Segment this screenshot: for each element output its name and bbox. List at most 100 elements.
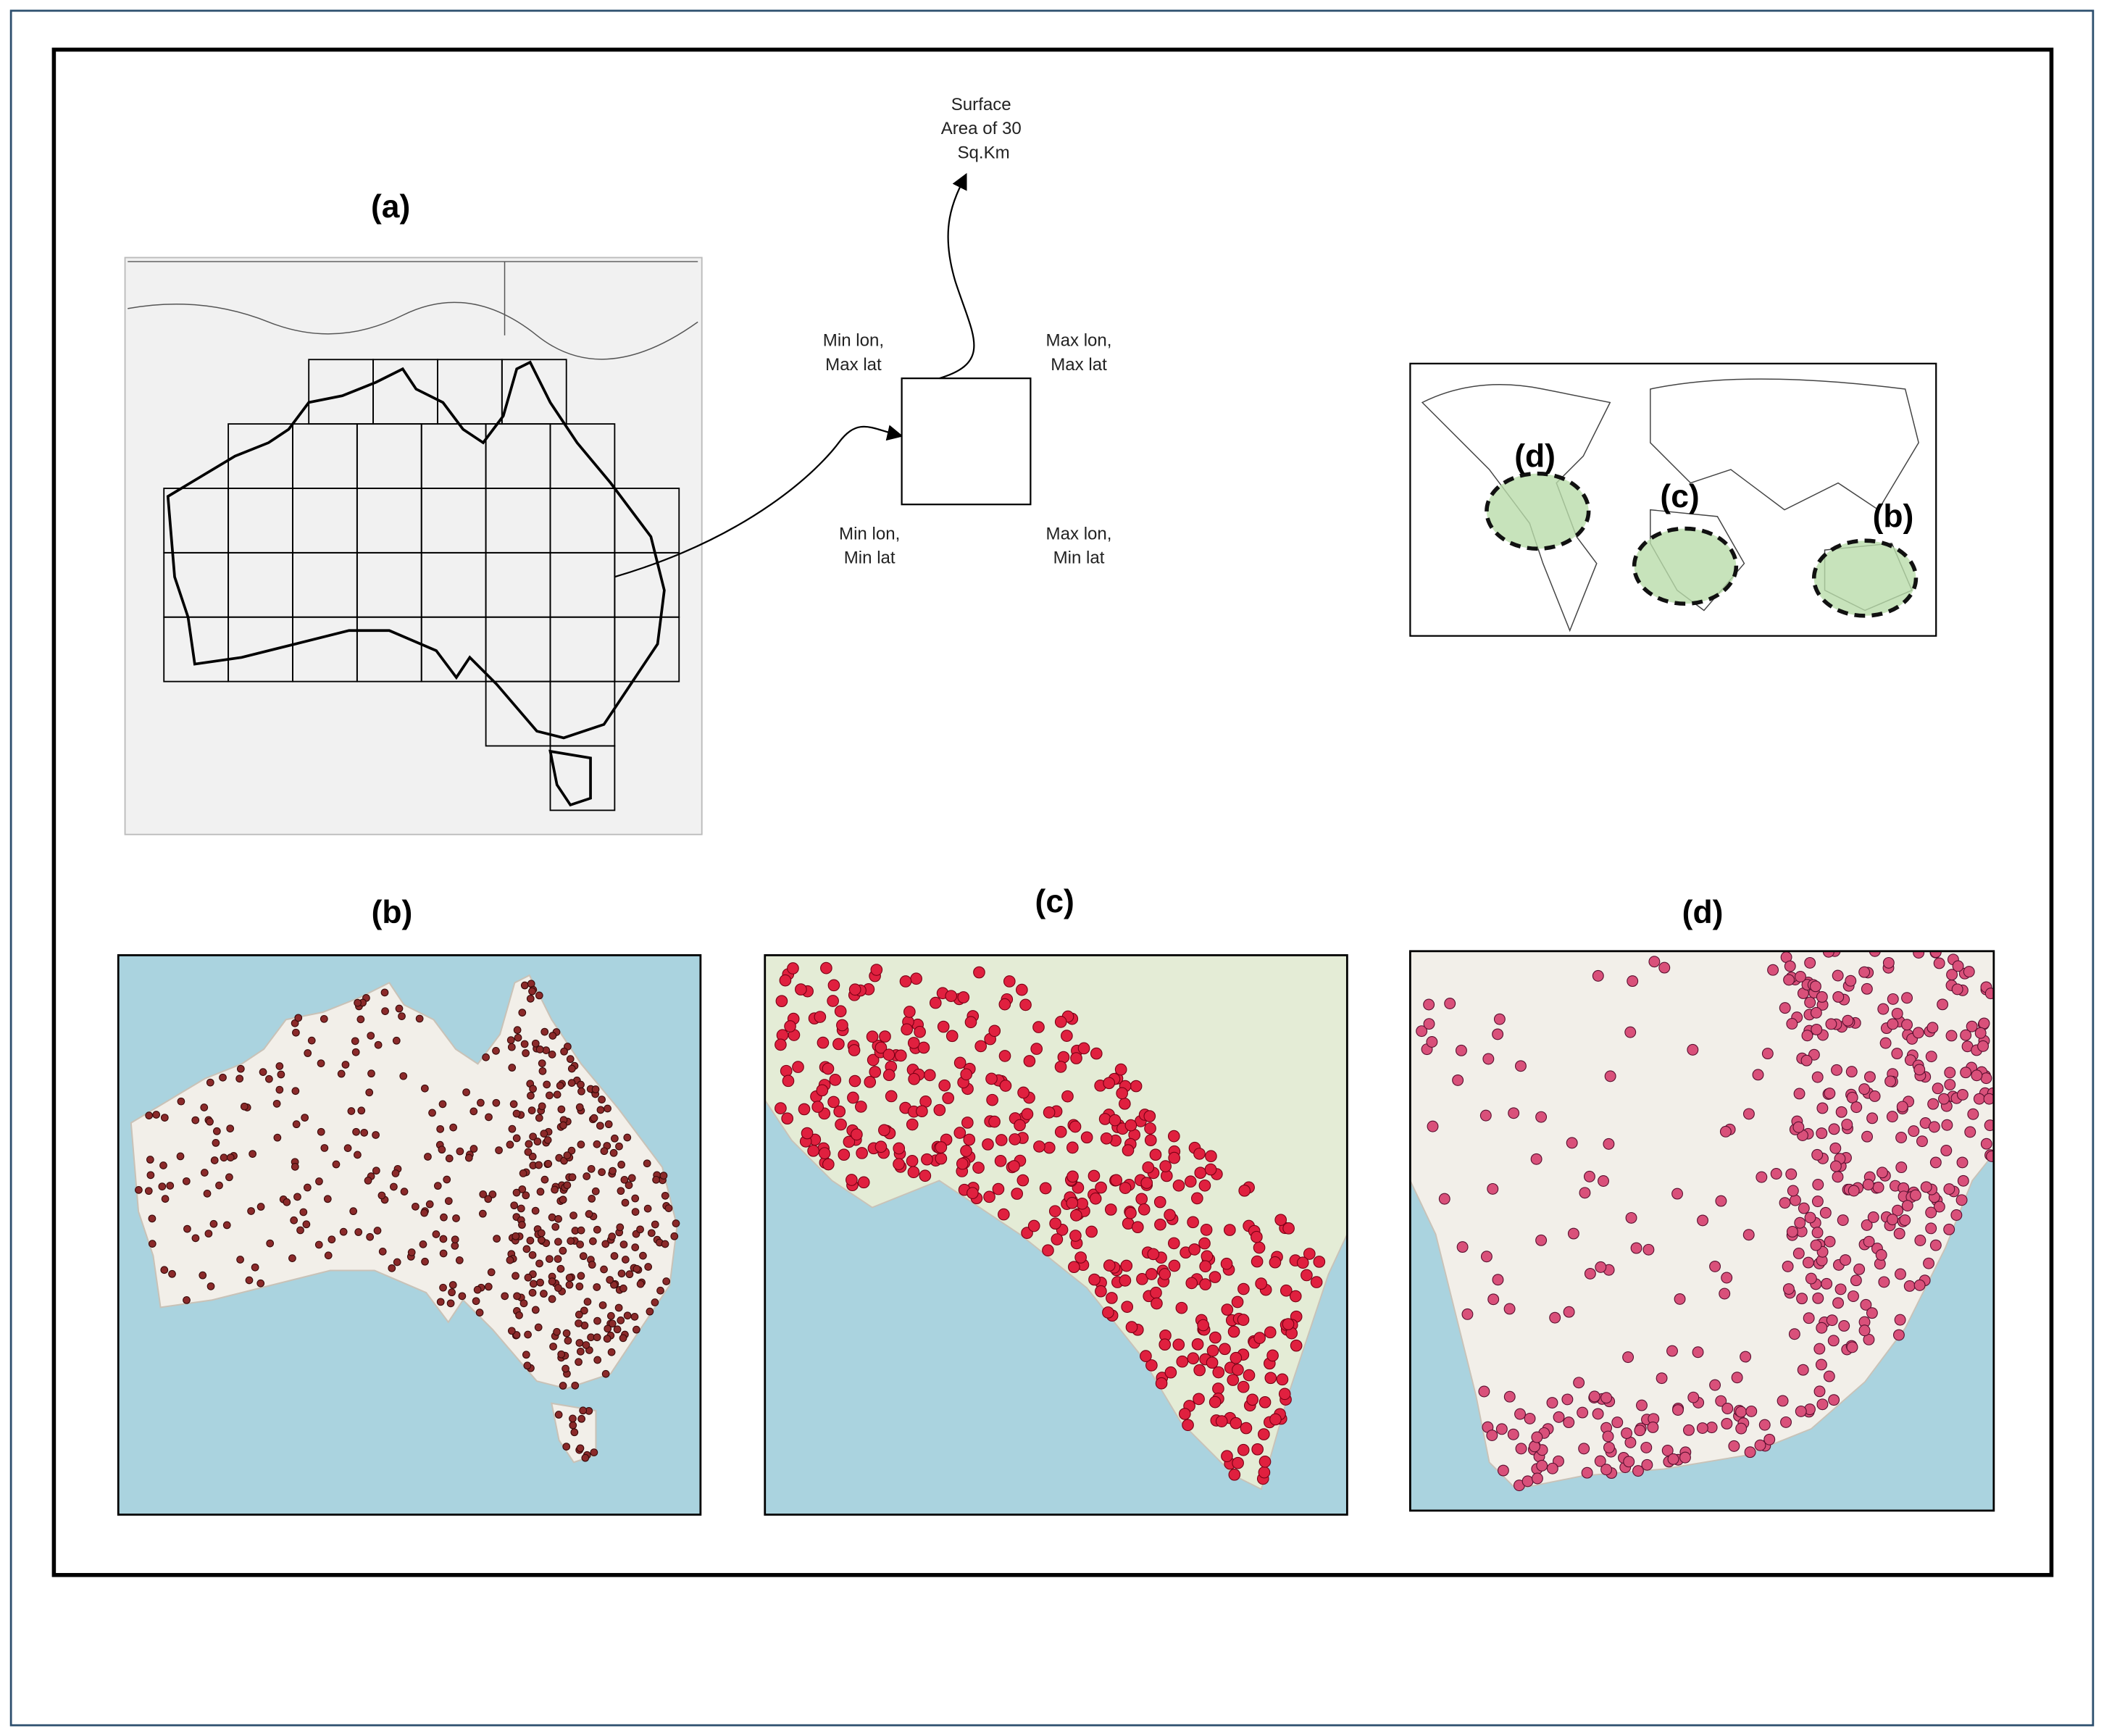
point [1155, 1377, 1168, 1390]
point [1185, 1277, 1198, 1290]
point [407, 1248, 416, 1256]
point [563, 1151, 572, 1159]
point [1895, 1268, 1906, 1280]
point [1416, 1025, 1428, 1038]
point [1164, 1366, 1177, 1379]
point [885, 1090, 898, 1103]
point [1878, 1276, 1890, 1288]
point [1553, 1411, 1565, 1423]
point [848, 983, 861, 996]
point [1251, 1255, 1264, 1268]
point [1514, 1060, 1527, 1072]
point [907, 1037, 920, 1049]
corner-line: Max lon, [1046, 331, 1112, 351]
point [1899, 1214, 1911, 1227]
point [1030, 1043, 1043, 1055]
point [302, 1220, 311, 1229]
point [567, 1064, 576, 1073]
point [617, 1187, 625, 1195]
point [1823, 1370, 1835, 1382]
point [526, 1236, 535, 1245]
point [323, 1195, 332, 1203]
point [577, 1140, 585, 1148]
point [1209, 1331, 1222, 1344]
point [1140, 1177, 1153, 1189]
point [1573, 1377, 1585, 1389]
point [510, 1201, 519, 1210]
point [1927, 1098, 1940, 1110]
grid-cell [549, 745, 616, 811]
point [907, 1166, 920, 1179]
point [1114, 1063, 1127, 1076]
point [303, 1183, 312, 1192]
point [1088, 1169, 1101, 1182]
point [1289, 1290, 1302, 1303]
point [559, 1246, 567, 1255]
point [651, 1298, 659, 1306]
point [428, 1109, 436, 1117]
point [535, 1259, 543, 1268]
point [314, 1240, 323, 1249]
point [533, 1138, 542, 1145]
point [479, 1190, 488, 1198]
point [956, 1157, 969, 1170]
point [236, 1064, 245, 1073]
point [506, 1256, 514, 1264]
point [1095, 1181, 1107, 1194]
point [506, 1036, 515, 1044]
point [1503, 1303, 1516, 1315]
point [1444, 998, 1456, 1009]
point [518, 1009, 527, 1017]
point [1014, 1119, 1026, 1132]
point [292, 1120, 301, 1129]
point [444, 1197, 453, 1205]
point [1828, 1123, 1840, 1135]
point [524, 1148, 533, 1156]
point [1960, 1067, 1972, 1079]
point [1932, 1082, 1944, 1095]
point [1426, 1036, 1438, 1048]
point [324, 1251, 333, 1260]
point [1136, 1273, 1148, 1285]
point [522, 1351, 530, 1359]
point [553, 1327, 561, 1336]
point [546, 1091, 554, 1100]
point [1956, 1156, 1969, 1169]
point [1266, 1349, 1279, 1362]
point [593, 1333, 601, 1342]
point [1790, 1194, 1801, 1206]
point [1120, 1259, 1133, 1272]
point [527, 1106, 536, 1114]
point [296, 1226, 304, 1235]
point [299, 1208, 308, 1217]
point [651, 1220, 659, 1229]
point [560, 1047, 568, 1056]
point [245, 1276, 254, 1285]
point [464, 1153, 473, 1162]
point [515, 1311, 523, 1319]
point [617, 1269, 626, 1278]
point [901, 1023, 913, 1036]
point [1971, 1069, 1983, 1082]
point [1804, 1211, 1816, 1224]
point [354, 1228, 363, 1236]
point [528, 987, 536, 996]
point [1941, 1119, 1953, 1131]
point [1792, 1121, 1805, 1133]
point [1077, 1042, 1090, 1055]
point [590, 1114, 598, 1122]
point [440, 1213, 448, 1222]
point [1487, 1182, 1499, 1195]
point [1153, 1195, 1166, 1209]
point [1866, 1112, 1879, 1124]
point [631, 1208, 640, 1216]
corner-line: Min lon, [823, 331, 884, 351]
point [390, 1182, 398, 1191]
point [827, 995, 839, 1007]
point [1278, 1387, 1291, 1401]
point [1269, 1413, 1282, 1426]
point [1119, 1182, 1132, 1194]
point [432, 1230, 441, 1238]
point [528, 1152, 537, 1161]
point [1671, 1188, 1684, 1200]
